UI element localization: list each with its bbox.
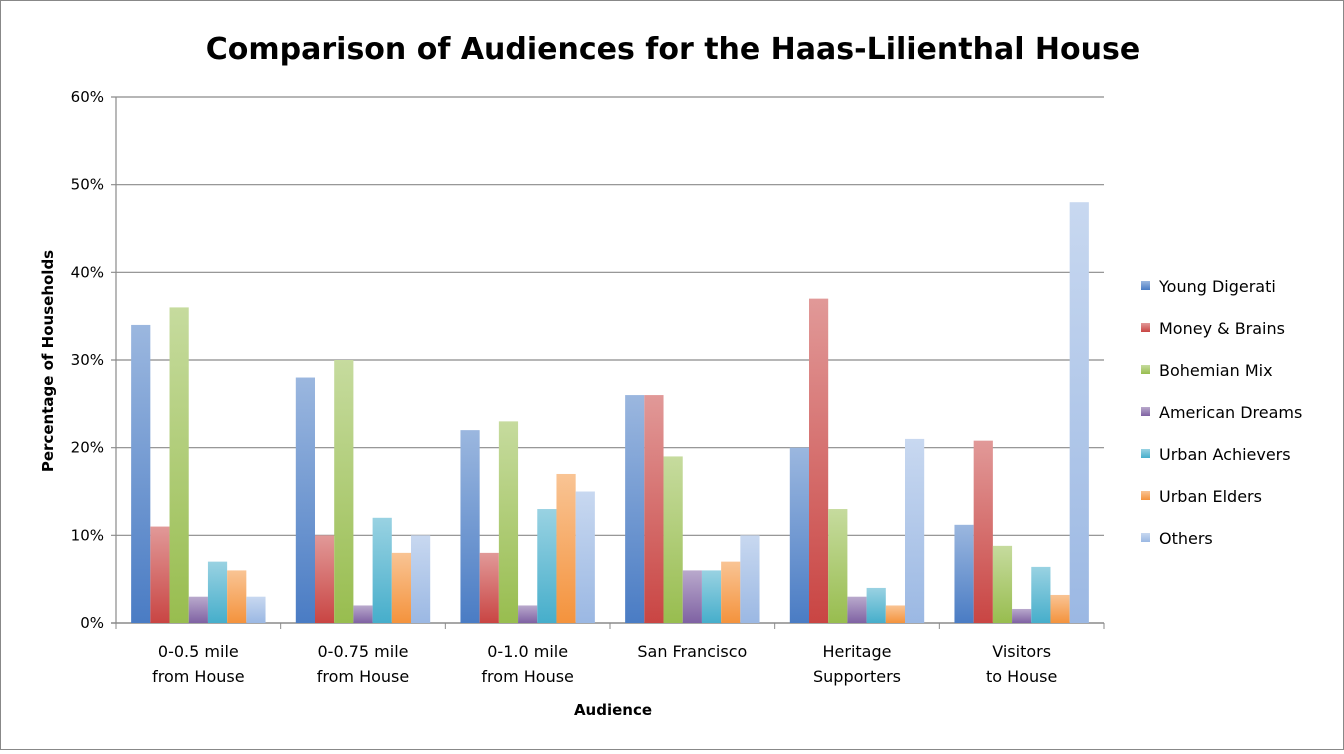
y-tick-label: 0% — [80, 614, 104, 632]
bar-bohemian-mix — [992, 545, 1013, 623]
bar-urban-achievers — [866, 587, 886, 623]
bar-young-digerati — [625, 395, 645, 623]
y-axis-label: Percentage of Households — [39, 250, 57, 472]
x-tick-label: 0-0.5 mile — [158, 642, 239, 661]
x-tick-label: 0-1.0 mile — [487, 642, 568, 661]
bar-bohemian-mix — [169, 307, 189, 623]
bar-others — [740, 535, 760, 623]
legend-swatch — [1141, 533, 1150, 542]
bar-bohemian-mix — [498, 421, 519, 623]
bar-urban-elders — [556, 473, 576, 623]
x-tick-label: Supporters — [813, 667, 901, 686]
legend-swatch — [1141, 323, 1150, 332]
x-tick-label: to House — [986, 667, 1057, 686]
x-tick-label: from House — [481, 667, 573, 686]
x-tick-label: from House — [317, 667, 409, 686]
bar-urban-elders — [1050, 594, 1070, 623]
legend-swatch — [1141, 407, 1150, 416]
bar-money-brains — [973, 440, 993, 623]
bar-bohemian-mix — [828, 509, 848, 623]
bar-others — [411, 535, 431, 623]
bar-american-dreams — [518, 605, 538, 623]
y-tick-label: 60% — [71, 88, 104, 106]
bar-others — [905, 438, 925, 623]
bar-money-brains — [150, 526, 170, 623]
y-tick-label: 50% — [71, 176, 104, 194]
bar-money-brains — [315, 535, 335, 623]
bar-urban-elders — [885, 605, 905, 623]
legend-swatch — [1141, 491, 1150, 500]
y-tick-label: 30% — [71, 351, 104, 369]
bar-others — [575, 491, 595, 623]
legend-swatch — [1141, 281, 1150, 290]
legend-label: Young Digerati — [1158, 277, 1276, 296]
bar-bohemian-mix — [663, 456, 683, 623]
bar-american-dreams — [353, 605, 373, 623]
y-tick-label: 10% — [71, 526, 104, 544]
legend-label: American Dreams — [1159, 403, 1302, 422]
bar-urban-achievers — [207, 561, 228, 623]
bar-urban-achievers — [537, 509, 557, 623]
x-tick-label: 0-0.75 mile — [318, 642, 409, 661]
y-tick-label: 40% — [71, 263, 104, 281]
legend-label: Others — [1159, 529, 1213, 548]
bar-american-dreams — [847, 596, 867, 623]
legend-label: Bohemian Mix — [1159, 361, 1273, 380]
bar-urban-achievers — [701, 570, 722, 623]
bar-urban-achievers — [1031, 566, 1051, 623]
bar-young-digerati — [789, 447, 809, 623]
x-tick-label: San Francisco — [637, 642, 747, 661]
chart-title: Comparison of Audiences for the Haas-Lil… — [206, 32, 1140, 67]
y-tick-label: 20% — [71, 439, 104, 457]
bar-money-brains — [479, 552, 499, 623]
bar-american-dreams — [188, 596, 208, 623]
bar-urban-elders — [721, 561, 741, 623]
bar-money-brains — [644, 395, 664, 623]
bar-bohemian-mix — [334, 360, 354, 623]
bar-urban-elders — [227, 570, 247, 623]
x-axis-label: Audience — [574, 701, 652, 719]
x-tick-label: from House — [152, 667, 244, 686]
x-tick-label: Visitors — [992, 642, 1051, 661]
bar-money-brains — [809, 298, 829, 623]
legend-swatch — [1141, 365, 1150, 374]
legend-label: Money & Brains — [1159, 319, 1285, 338]
bar-young-digerati — [131, 324, 151, 623]
bar-others — [246, 596, 266, 623]
bar-young-digerati — [295, 377, 315, 623]
bar-others — [1069, 202, 1089, 623]
bar-young-digerati — [954, 524, 974, 623]
bar-urban-achievers — [372, 517, 392, 623]
x-tick-label: Heritage — [823, 642, 892, 661]
bar-young-digerati — [460, 430, 480, 623]
legend-label: Urban Elders — [1159, 487, 1262, 506]
legend-swatch — [1141, 449, 1150, 458]
legend-label: Urban Achievers — [1159, 445, 1291, 464]
bar-american-dreams — [1012, 608, 1032, 623]
bar-urban-elders — [391, 552, 411, 623]
bar-american-dreams — [682, 570, 702, 623]
